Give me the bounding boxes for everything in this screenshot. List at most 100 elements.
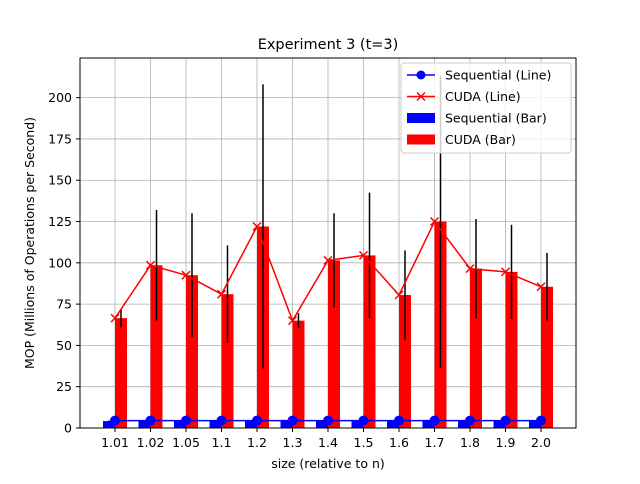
bar bbox=[115, 318, 127, 428]
x-marker-stroke bbox=[500, 267, 511, 277]
legend-entry: Sequential (Bar) bbox=[407, 111, 547, 126]
bar bbox=[351, 421, 364, 428]
bar bbox=[470, 268, 482, 428]
y-tick-label: 150 bbox=[48, 173, 72, 188]
bar bbox=[493, 421, 506, 428]
x-marker-stroke bbox=[145, 260, 156, 270]
x-tick-label: 1.3 bbox=[283, 435, 303, 450]
point-marker bbox=[216, 415, 227, 426]
legend-bar-swatch bbox=[407, 134, 435, 145]
x-tick-label: 1.8 bbox=[460, 435, 480, 450]
x-tick-label: 1.6 bbox=[389, 435, 409, 450]
bar bbox=[541, 286, 553, 428]
point-marker bbox=[252, 415, 262, 426]
x-marker-stroke bbox=[287, 316, 298, 326]
legend-label: Sequential (Line) bbox=[445, 68, 551, 83]
bar bbox=[150, 265, 163, 428]
point-marker bbox=[429, 216, 440, 227]
x-marker-stroke bbox=[536, 282, 546, 292]
legend-label: CUDA (Line) bbox=[445, 89, 521, 104]
axis-ticks: 1.01 1.02 1.05 1.1 1.2 1.3 1.4 1.5 1.6 1.7 1.8 1.9 2… bbox=[48, 90, 551, 450]
legend-bar-swatch bbox=[407, 113, 435, 123]
x-tick-label: 2.0 bbox=[531, 435, 551, 450]
x-tick-label: 1.9 bbox=[496, 435, 516, 450]
x-tick-label: 1.1 bbox=[212, 435, 232, 450]
point-marker bbox=[323, 255, 333, 265]
x-marker-stroke bbox=[323, 255, 333, 265]
bar bbox=[280, 421, 293, 428]
x-marker-stroke bbox=[394, 290, 404, 300]
x-tick-label: 1.05 bbox=[172, 435, 200, 450]
point-marker bbox=[110, 313, 120, 323]
bar bbox=[174, 421, 186, 428]
legend-entry: Sequential (Line) bbox=[407, 68, 551, 83]
x-marker-stroke bbox=[465, 264, 475, 274]
bar bbox=[328, 260, 340, 428]
point-marker bbox=[216, 289, 227, 299]
x-tick-label: 1.5 bbox=[354, 435, 374, 450]
legend: Sequential (Line) CUDA (Line) Sequential (… bbox=[400, 62, 572, 154]
legend-entry: CUDA (Bar) bbox=[407, 132, 516, 147]
x-marker-stroke bbox=[358, 250, 369, 260]
legend-label: CUDA (Bar) bbox=[445, 132, 516, 147]
x-marker-stroke bbox=[181, 270, 191, 280]
bar bbox=[529, 421, 541, 428]
legend-box bbox=[400, 62, 572, 154]
point-marker bbox=[287, 316, 298, 326]
point-marker bbox=[358, 415, 369, 426]
point-marker bbox=[465, 415, 475, 426]
bar bbox=[363, 255, 376, 428]
series-lines bbox=[110, 216, 546, 426]
point-marker bbox=[323, 415, 333, 426]
x-tick-label: 1.01 bbox=[101, 435, 129, 450]
x-tick-label: 1.02 bbox=[137, 435, 165, 450]
y-tick-label: 200 bbox=[48, 90, 72, 105]
bar bbox=[399, 295, 411, 428]
legend-marker bbox=[416, 70, 426, 80]
bar bbox=[221, 294, 234, 428]
point-marker bbox=[500, 415, 511, 426]
x-marker-stroke bbox=[252, 221, 262, 232]
bar bbox=[186, 275, 198, 428]
bar bbox=[138, 421, 151, 428]
y-tick-label: 75 bbox=[56, 297, 72, 312]
y-tick-label: 0 bbox=[64, 421, 72, 436]
x-tick-label: 1.7 bbox=[425, 435, 445, 450]
point-marker bbox=[252, 221, 262, 232]
x-tick-label: 1.4 bbox=[318, 435, 338, 450]
point-marker bbox=[500, 267, 511, 277]
point-marker bbox=[358, 250, 369, 260]
bar bbox=[245, 421, 257, 428]
x-tick-label: 1.2 bbox=[247, 435, 267, 450]
point-marker bbox=[287, 415, 298, 426]
point-marker bbox=[145, 415, 156, 426]
bar bbox=[505, 271, 518, 428]
x-marker-stroke bbox=[216, 289, 227, 299]
y-axis-label: MOP (Millions of Operations per Second) bbox=[22, 117, 37, 369]
bar bbox=[316, 421, 328, 428]
chart-title: Experiment 3 (t=3) bbox=[258, 37, 399, 53]
y-tick-label: 50 bbox=[56, 338, 72, 353]
y-tick-label: 175 bbox=[48, 131, 72, 146]
point-marker bbox=[181, 270, 191, 280]
bars bbox=[103, 221, 553, 428]
bar bbox=[209, 421, 222, 428]
point-marker bbox=[465, 264, 475, 274]
y-tick-label: 25 bbox=[56, 379, 72, 394]
point-marker bbox=[394, 415, 404, 426]
x-axis-label: size (relative to n) bbox=[271, 456, 385, 471]
bar bbox=[292, 320, 305, 428]
legend-entry: CUDA (Line) bbox=[407, 89, 521, 104]
bar bbox=[458, 421, 470, 428]
point-marker bbox=[429, 415, 440, 426]
bar bbox=[387, 421, 399, 428]
point-marker bbox=[145, 260, 156, 270]
legend-label: Sequential (Bar) bbox=[445, 111, 547, 126]
bar bbox=[103, 421, 115, 428]
point-marker bbox=[394, 290, 404, 300]
point-marker bbox=[536, 282, 546, 292]
x-marker-stroke bbox=[429, 216, 440, 227]
y-tick-label: 100 bbox=[48, 255, 72, 270]
